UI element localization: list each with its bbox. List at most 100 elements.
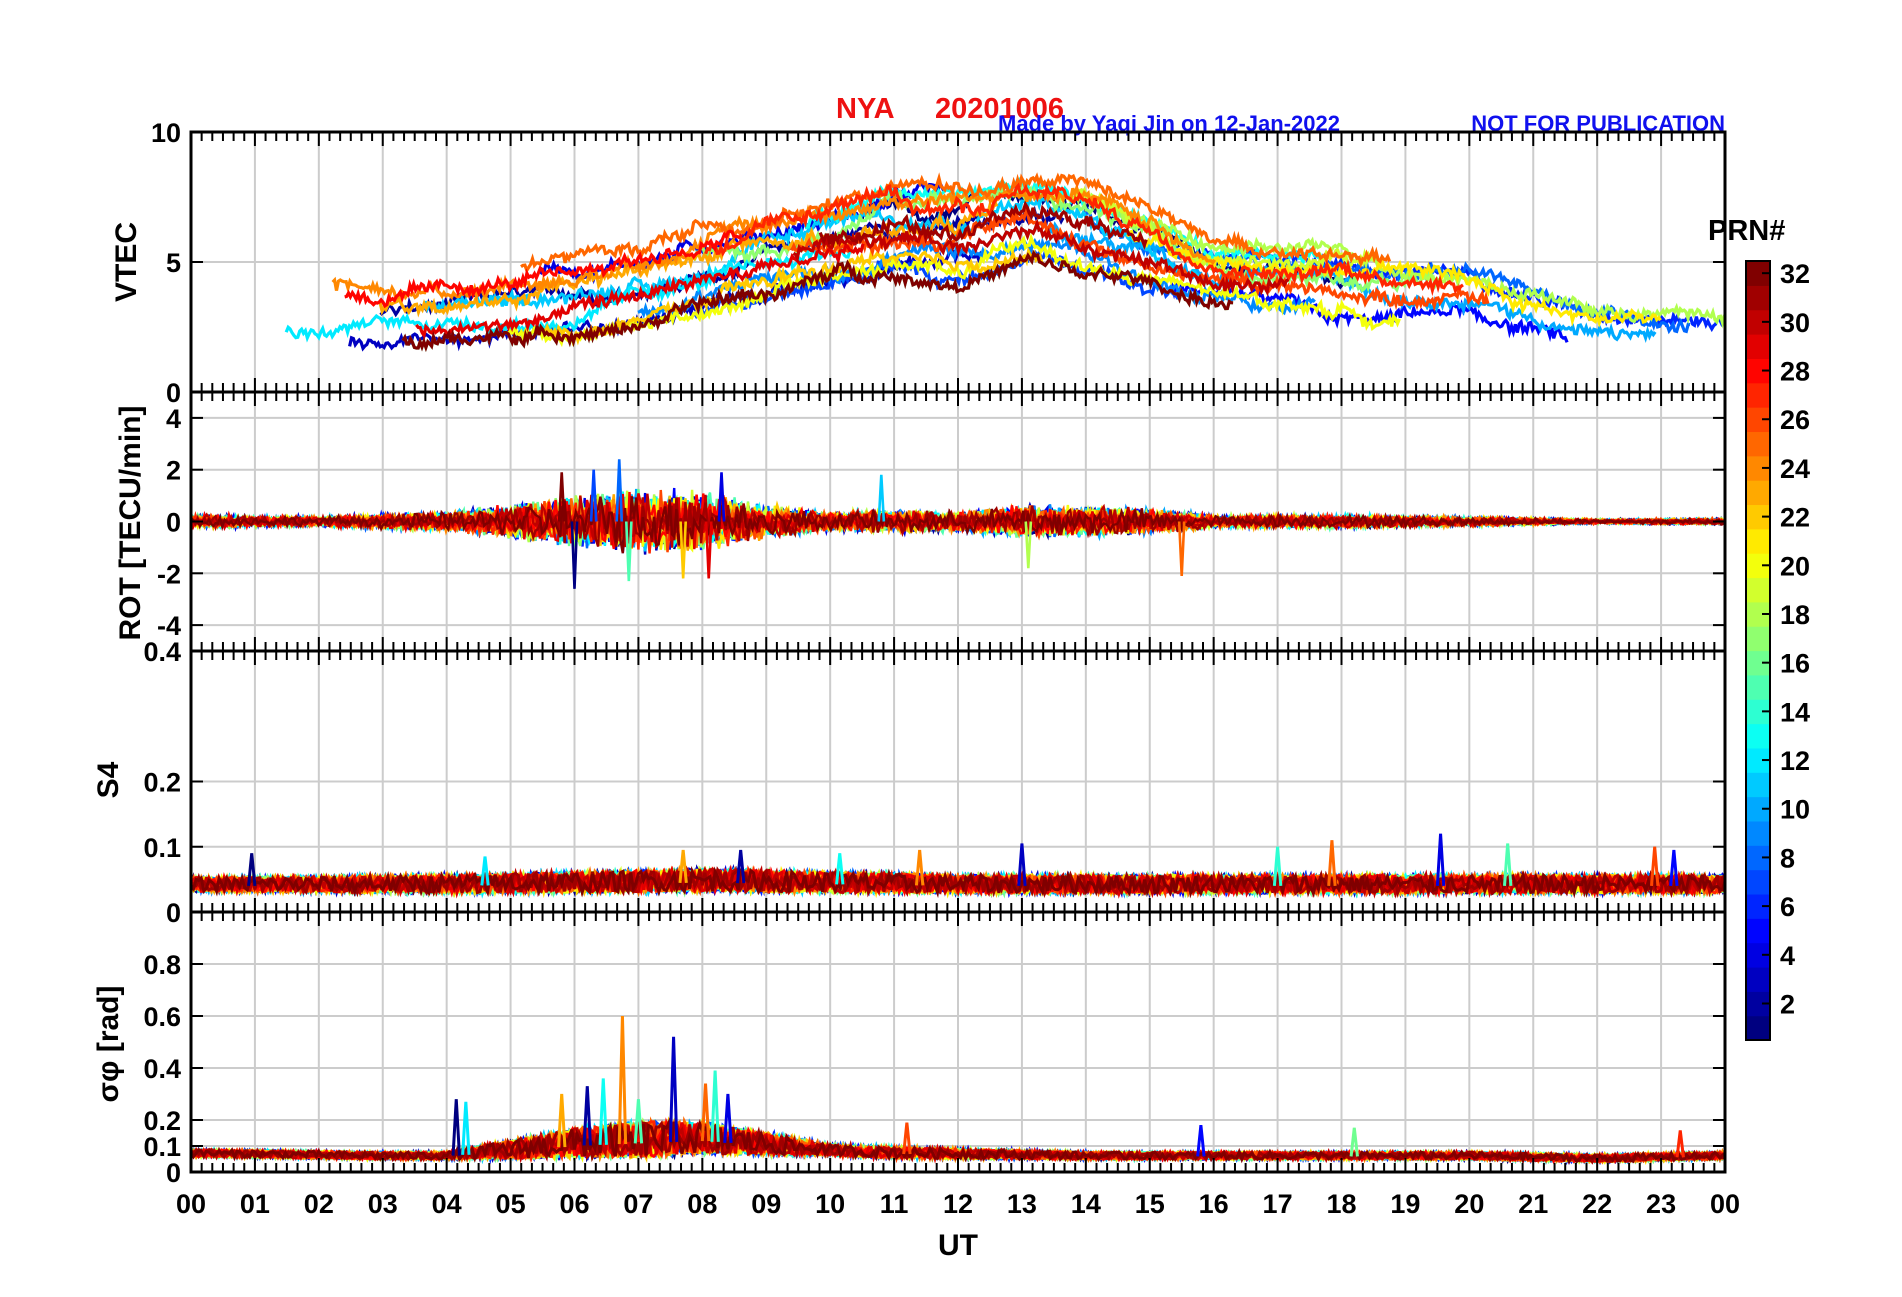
- s4-spike: [914, 849, 925, 886]
- x-tick-label: 21: [1518, 1189, 1548, 1219]
- s4-spike: [678, 849, 688, 884]
- colorbar-tick-label: 4: [1780, 941, 1795, 971]
- sigma-phi-spike: [723, 1093, 733, 1143]
- rot-spike: [1177, 521, 1186, 576]
- rot-series-prn-32: [191, 496, 1725, 554]
- colorbar-tick-label: 2: [1780, 989, 1795, 1019]
- vtec-series-prn-26: [790, 206, 1490, 312]
- s4-series-prn-31: [191, 866, 1725, 899]
- colorbar-swatch: [1746, 820, 1770, 846]
- colorbar-swatch: [1746, 577, 1770, 603]
- colorbar-swatch: [1746, 1015, 1770, 1041]
- sigma-phi-spike: [582, 1086, 592, 1146]
- x-tick-label: 11: [880, 1189, 909, 1219]
- x-tick-label: 20: [1454, 1189, 1484, 1219]
- sigma-phi-spike: [1675, 1130, 1685, 1158]
- colorbar-swatch: [1746, 918, 1770, 944]
- y-tick-label: 0: [166, 508, 181, 538]
- y-tick-label: 0.2: [143, 1106, 181, 1136]
- rot-panel: -4 -2 0 2 4: [157, 390, 1727, 653]
- rot-spike: [615, 459, 624, 522]
- vtec-series-prn-27: [704, 182, 1464, 297]
- colorbar-tick-label: 28: [1780, 357, 1810, 387]
- sigma-phi-panel: 00.10.2 0.4 0.6 0.8: [143, 910, 1727, 1188]
- x-tick-label: 17: [1263, 1189, 1293, 1219]
- colorbar-tick-label: 26: [1780, 405, 1810, 435]
- vtec-series-prn-25: [520, 172, 1392, 274]
- sigma-phi-spike: [461, 1101, 471, 1155]
- colorbar-title: PRN#: [1708, 215, 1785, 247]
- x-tick-label: 23: [1646, 1189, 1676, 1219]
- x-tick-label: 03: [368, 1189, 398, 1219]
- x-tick-label: 12: [943, 1189, 973, 1219]
- y-tick-label: 0.4: [143, 1054, 181, 1084]
- colorbar-tick-label: 14: [1780, 697, 1810, 727]
- colorbar-tick-label: 6: [1780, 892, 1795, 922]
- s4-spike: [1017, 843, 1027, 887]
- x-tick-label: 16: [1199, 1189, 1229, 1219]
- x-tick-label: 18: [1326, 1189, 1356, 1219]
- x-tick-label: 06: [559, 1189, 589, 1219]
- x-tick-label: 04: [432, 1189, 462, 1219]
- colorbar-swatch: [1746, 772, 1770, 798]
- s4-spike: [1435, 833, 1446, 886]
- sigma-phi-spike: [598, 1078, 608, 1145]
- x-tick-label: 09: [751, 1189, 781, 1219]
- y-tick-label: 0: [166, 1158, 181, 1188]
- s4-axis-title: S4: [92, 761, 125, 798]
- vtec-series-prn-31: [818, 200, 1148, 251]
- sigma-phi-spike: [710, 1070, 720, 1142]
- sigma-phi-spike: [633, 1099, 644, 1144]
- colorbar-tick-label: 16: [1780, 649, 1810, 679]
- x-axis-title: UT: [938, 1229, 978, 1262]
- colorbar-swatch: [1746, 869, 1770, 895]
- rot-axis-title: ROT [TECU/min]: [114, 406, 147, 641]
- y-tick-label: 0.1: [143, 1132, 181, 1162]
- colorbar-tick-label: 30: [1780, 308, 1810, 338]
- sigma-phi-series-prn-32: [191, 1116, 1725, 1165]
- x-tick-label: 08: [687, 1189, 717, 1219]
- y-tick-label: 5: [166, 248, 181, 278]
- colorbar-frame: [1745, 260, 1771, 1041]
- x-tick-label: 05: [496, 1189, 526, 1219]
- colorbar-tick-label: 24: [1780, 454, 1810, 484]
- sigma-phi-series-prn-31: [191, 1120, 1725, 1165]
- rot-spike: [570, 521, 579, 589]
- series-group: [191, 459, 1725, 589]
- s4-spike: [480, 856, 490, 886]
- sigma-phi-spike: [668, 1036, 679, 1143]
- colorbar-swatch: [1746, 431, 1770, 457]
- x-tick-label: 01: [240, 1189, 270, 1219]
- x-tick-label: 22: [1582, 1189, 1612, 1219]
- y-tick-label: -2: [157, 559, 181, 589]
- rot-spike: [704, 521, 713, 579]
- y-tick-label: 10: [151, 118, 181, 148]
- x-tick-label: 00: [176, 1189, 206, 1219]
- rot-spike: [717, 472, 726, 522]
- colorbar-swatch: [1746, 723, 1770, 749]
- s4-spike: [735, 849, 746, 884]
- x-tick-labels: 00 01 02 03 04 05 06 07 08 09 10 11 12 13 14 15 16 17 18 19…: [176, 1189, 1740, 1219]
- colorbar-swatch: [1746, 480, 1770, 506]
- colorbar-swatch: [1746, 285, 1770, 311]
- vtec-axis-title: VTEC: [110, 222, 143, 302]
- vtec-series-prn-23: [378, 199, 999, 318]
- x-tick-label: 19: [1390, 1189, 1420, 1219]
- colorbar-tick-label: 12: [1780, 746, 1810, 776]
- rot-spike: [624, 521, 633, 582]
- colorbar-swatch: [1746, 528, 1770, 554]
- x-tick-label: 10: [815, 1189, 845, 1219]
- s4-panel: 0 0.1 0.2 0.4: [143, 637, 1727, 928]
- colorbar-tick-label: 10: [1780, 795, 1810, 825]
- rot-spike: [1024, 521, 1033, 569]
- colorbar-tick-label: 20: [1780, 551, 1810, 581]
- vtec-series-prn-22: [543, 246, 1044, 346]
- series-group: [284, 172, 1725, 353]
- vtec-series-prn-29: [415, 242, 865, 340]
- vtec-series-prn-32: [401, 249, 1234, 353]
- vtec-series-prn-28: [344, 229, 744, 309]
- date-title: 20201006: [935, 93, 1064, 125]
- s4-spike: [1327, 840, 1337, 887]
